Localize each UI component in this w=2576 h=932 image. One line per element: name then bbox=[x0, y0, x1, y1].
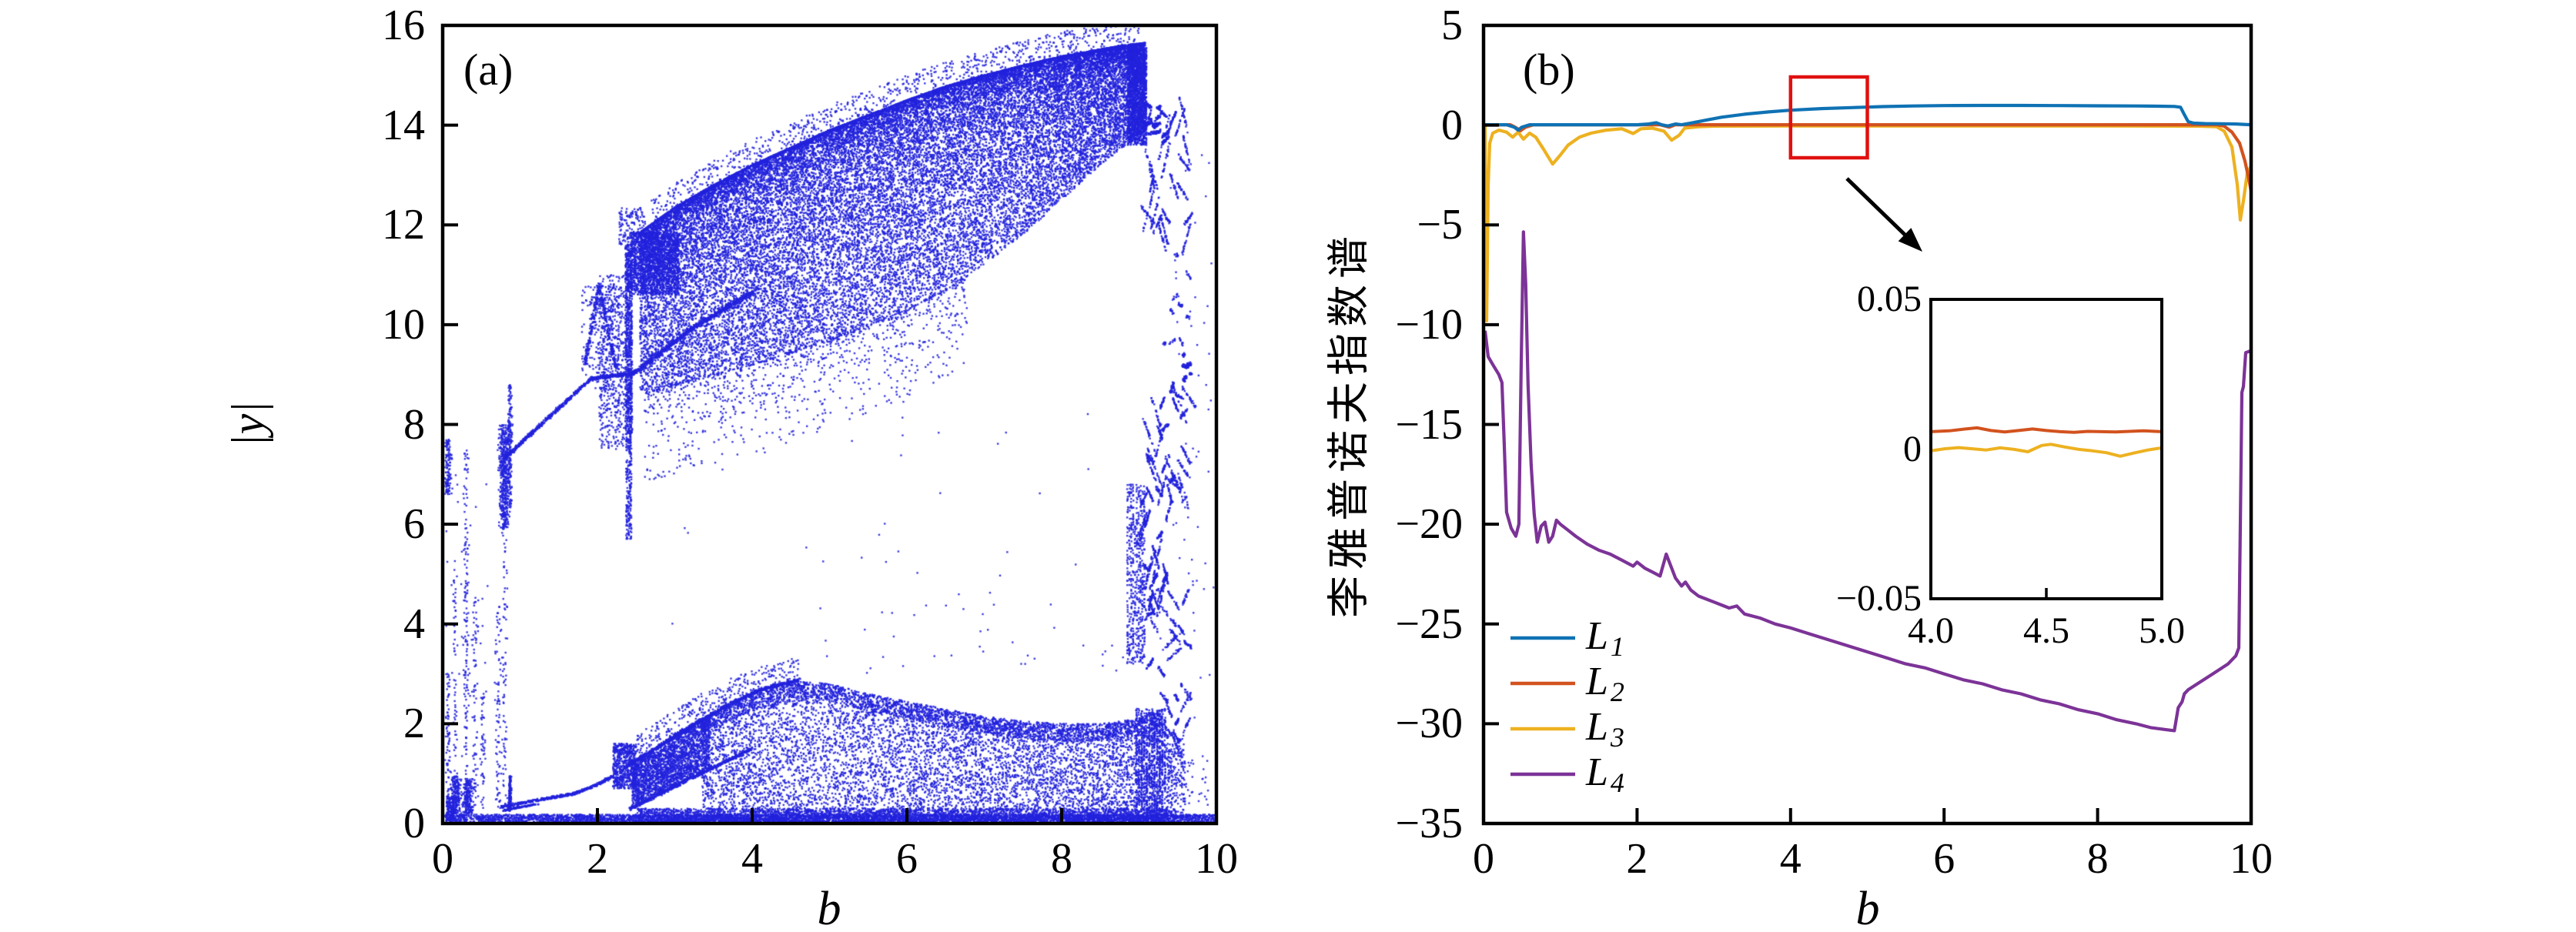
inset-y-tick-label: 0 bbox=[1903, 428, 1922, 469]
panel-a-x-tick-label: 10 bbox=[1195, 835, 1238, 883]
inset-x-tick-label: 4.5 bbox=[2023, 610, 2069, 651]
panel-a-y-tick-label: 14 bbox=[382, 101, 425, 149]
legend-entry-l3: L3 bbox=[1586, 705, 1624, 753]
zoom-arrow-head bbox=[1898, 228, 1922, 252]
panel-a-x-tick-label: 8 bbox=[1051, 835, 1072, 883]
panel-b-y-tick-label: −5 bbox=[1417, 201, 1463, 249]
panel-b-y-tick-label: −15 bbox=[1395, 400, 1463, 449]
inset-x-tick-label: 5.0 bbox=[2139, 610, 2185, 651]
panel-a-x-tick-label: 0 bbox=[432, 835, 453, 883]
legend-label-subscript: 4 bbox=[1610, 767, 1624, 798]
panel-a-xlabel: b bbox=[817, 883, 841, 932]
zoom-arrow-line bbox=[1845, 177, 1909, 239]
panel-a-axes-box bbox=[440, 23, 1219, 826]
panel-b-y-tick-label: 5 bbox=[1441, 2, 1463, 49]
panel-b-x-tick-label: 4 bbox=[1779, 835, 1802, 883]
panel-b-y-tick-label: −10 bbox=[1395, 300, 1463, 349]
panel-b-y-tick-label: 0 bbox=[1441, 101, 1463, 149]
legend-label: L bbox=[1586, 705, 1608, 749]
legend-label: L bbox=[1586, 660, 1608, 703]
panel-b-x-tick-label: 0 bbox=[1473, 835, 1494, 883]
panel-a-tag: (a) bbox=[463, 45, 514, 95]
legend-label-subscript: 2 bbox=[1610, 676, 1624, 707]
lyapunov-curves bbox=[1484, 103, 2251, 733]
panel-a-y-tick-label: 4 bbox=[403, 600, 425, 648]
curve-l1 bbox=[1484, 103, 2251, 132]
panel-b-y-tick-label: −20 bbox=[1395, 500, 1463, 549]
panel-a-x-tick-label: 2 bbox=[587, 835, 608, 883]
panel-b-y-tick-label: −30 bbox=[1395, 700, 1463, 748]
panel-a-y-tick-label: 12 bbox=[382, 201, 425, 249]
panel-b-x-tick-label: 6 bbox=[1933, 835, 1955, 883]
panel-a-y-tick-label: 10 bbox=[382, 300, 425, 349]
panel-a-y-tick-label: 0 bbox=[403, 800, 425, 847]
curve-l4 bbox=[1484, 230, 2251, 733]
panel-b-x-tick-label: 2 bbox=[1626, 835, 1648, 883]
panel-b-xlabel: b bbox=[1855, 883, 1880, 932]
inset-y-tick-label: 0.05 bbox=[1857, 279, 1922, 319]
panel-a-ylabel: |y| bbox=[222, 401, 273, 447]
inset-x-tick-label: 4.0 bbox=[1908, 610, 1954, 651]
panel-b-x-tick-label: 10 bbox=[2230, 835, 2273, 883]
panel-a-x-tick-label: 4 bbox=[741, 835, 763, 883]
inset-curve-l2 bbox=[1931, 426, 2162, 434]
panel-b-x-tick-label: 8 bbox=[2086, 835, 2109, 883]
legend-label-subscript: 1 bbox=[1610, 631, 1624, 662]
zoom-region-box bbox=[1788, 75, 1869, 160]
panel-a-x-tick-label: 6 bbox=[896, 835, 918, 883]
inset-curve-l3 bbox=[1931, 443, 2162, 458]
panel-b-y-tick-label: −35 bbox=[1395, 800, 1463, 847]
inset-y-tick-label: −0.05 bbox=[1835, 578, 1922, 619]
legend-label-subscript: 3 bbox=[1610, 722, 1624, 753]
panel-a-y-tick-label: 2 bbox=[403, 700, 425, 748]
panel-a-y-tick-label: 6 bbox=[403, 500, 425, 549]
legend-entry-l1: L1 bbox=[1586, 614, 1624, 662]
panel-a-y-tick-label: 16 bbox=[382, 2, 425, 49]
legend-entry-l4: L4 bbox=[1586, 753, 1624, 797]
panel-b-y-tick-label: −25 bbox=[1395, 600, 1463, 648]
inset-curves bbox=[1931, 426, 2162, 458]
panel-a-y-tick-label: 8 bbox=[403, 400, 425, 449]
legend-label: L bbox=[1586, 614, 1608, 658]
panel-b-tag: (b) bbox=[1523, 45, 1575, 95]
curve-l3 bbox=[1484, 124, 2251, 322]
legend-label: L bbox=[1586, 750, 1608, 794]
legend-entry-l2: L2 bbox=[1586, 660, 1624, 707]
